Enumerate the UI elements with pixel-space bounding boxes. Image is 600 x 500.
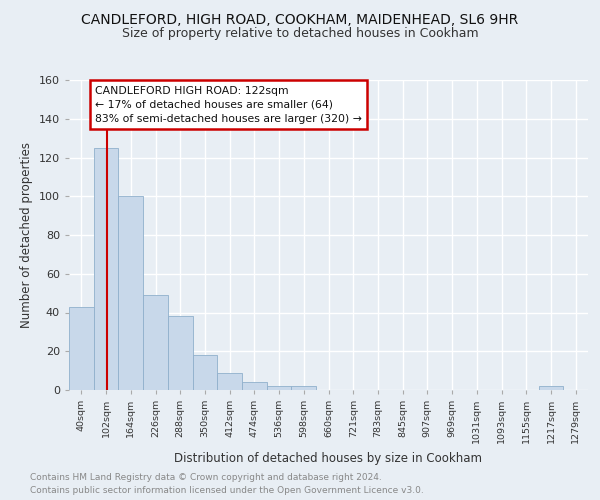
Text: CANDLEFORD HIGH ROAD: 122sqm
← 17% of detached houses are smaller (64)
83% of se: CANDLEFORD HIGH ROAD: 122sqm ← 17% of de… [95, 86, 362, 124]
Text: Contains public sector information licensed under the Open Government Licence v3: Contains public sector information licen… [30, 486, 424, 495]
Bar [168, 316, 193, 390]
Text: CANDLEFORD, HIGH ROAD, COOKHAM, MAIDENHEAD, SL6 9HR: CANDLEFORD, HIGH ROAD, COOKHAM, MAIDENHE… [82, 12, 518, 26]
Text: Contains HM Land Registry data © Crown copyright and database right 2024.: Contains HM Land Registry data © Crown c… [30, 472, 382, 482]
Y-axis label: Number of detached properties: Number of detached properties [20, 142, 33, 328]
Bar [292, 386, 316, 390]
Bar [267, 386, 292, 390]
Bar [539, 386, 563, 390]
Bar [217, 372, 242, 390]
Bar [94, 148, 118, 390]
Bar [69, 306, 94, 390]
Text: Size of property relative to detached houses in Cookham: Size of property relative to detached ho… [122, 28, 478, 40]
Bar [242, 382, 267, 390]
Bar [118, 196, 143, 390]
Bar [193, 355, 217, 390]
X-axis label: Distribution of detached houses by size in Cookham: Distribution of detached houses by size … [175, 452, 482, 464]
Bar [143, 295, 168, 390]
